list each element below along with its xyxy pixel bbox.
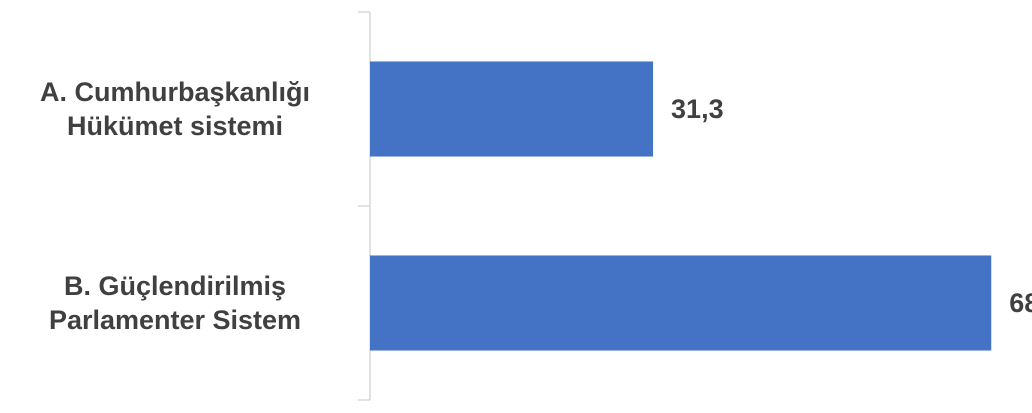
bar-1: [370, 61, 654, 157]
value-label-2: 68,7: [1009, 288, 1032, 318]
category-axis-ticks: [358, 11, 370, 401]
value-label-1: 31,3: [671, 94, 724, 124]
bar-2: [370, 255, 992, 351]
value-labels: 31,3 68,7: [671, 94, 1032, 318]
category-label-2: B. Güçlendirilmiş Parlamenter Sistem: [49, 271, 301, 335]
category-label-1: A. Cumhurbaşkanlığı Hükümet sistemi: [40, 77, 310, 141]
category-labels: A. Cumhurbaşkanlığı Hükümet sistemi B. Güç…: [40, 77, 310, 335]
bars: [370, 61, 992, 351]
